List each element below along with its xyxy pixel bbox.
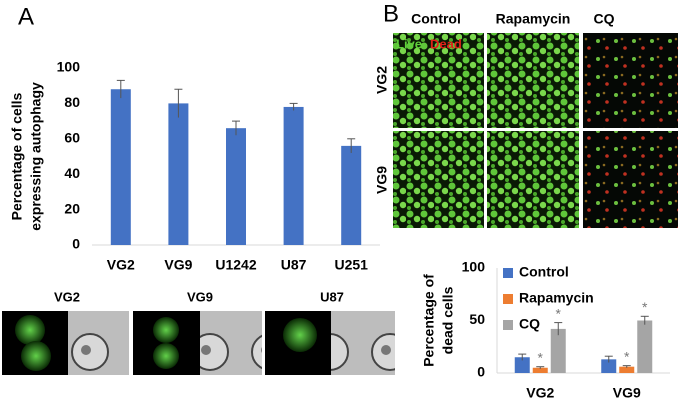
column-label: Rapamycin	[496, 11, 571, 27]
image-label: VG9	[187, 289, 213, 304]
bar	[226, 128, 246, 245]
a-micrographs: VG2 VG9 U87	[2, 289, 395, 375]
y-tick-label: 50	[469, 311, 485, 327]
micrograph	[393, 131, 484, 228]
y-tick-label: 0	[72, 236, 80, 252]
micrograph	[487, 33, 579, 128]
x-tick-label: VG2	[526, 385, 554, 401]
bar	[550, 328, 566, 373]
annotation: *	[624, 348, 630, 364]
y-tick-label: 80	[64, 94, 80, 110]
annotation: *	[556, 305, 562, 321]
legend-label: Rapamycin	[519, 290, 594, 306]
x-tick-label: U1242	[215, 257, 256, 273]
b-micrographs: Control Rapamycin CQ VG2 VG9 Live Dead	[374, 11, 678, 228]
micrograph	[393, 33, 484, 128]
bar	[110, 89, 131, 246]
row-label: VG2	[374, 66, 390, 94]
y-tick-label: 60	[64, 130, 80, 146]
cell	[15, 315, 45, 345]
micrograph	[583, 131, 678, 228]
column-label: Control	[411, 11, 461, 27]
x-tick-label: U87	[281, 257, 307, 273]
y-tick-label: 40	[64, 165, 80, 181]
y-tick-label: 20	[64, 200, 80, 216]
stain-label: Dead	[430, 36, 462, 51]
legend-swatch	[503, 294, 513, 304]
legend-label: CQ	[519, 316, 540, 332]
panel-label: B	[383, 0, 399, 27]
x-tick-label: U251	[334, 257, 368, 273]
image-label: U87	[320, 289, 344, 304]
panel-label: A	[18, 3, 34, 30]
y-axis-label: Percentage of	[421, 274, 437, 367]
annotation: *	[642, 299, 648, 315]
x-tick-label: VG2	[107, 257, 135, 273]
y-axis-label: Percentage of cells	[9, 92, 25, 220]
row-label: VG9	[374, 166, 390, 194]
legend-label: Control	[519, 264, 569, 280]
bar	[514, 357, 530, 373]
micrograph	[583, 33, 678, 128]
y-tick-label: 100	[57, 59, 81, 75]
bar	[341, 145, 362, 245]
legend-swatch	[503, 268, 513, 278]
legend-swatch	[503, 320, 513, 330]
cell	[153, 343, 179, 369]
image-label: VG2	[54, 289, 80, 304]
y-axis-label: dead cells	[440, 286, 456, 354]
micrograph	[487, 131, 579, 228]
bar	[619, 366, 635, 373]
y-tick-label: 100	[462, 259, 486, 275]
brightfield-image	[331, 311, 395, 375]
brightfield-image	[200, 311, 262, 375]
y-axis-label: expressing autophagy	[28, 82, 44, 231]
bar	[601, 359, 617, 373]
bar	[168, 103, 189, 246]
bar	[532, 367, 548, 373]
cell	[153, 317, 179, 343]
annotation: *	[538, 349, 544, 365]
bar	[637, 320, 653, 373]
y-tick-label: 0	[477, 364, 485, 380]
x-tick-label: VG9	[164, 257, 192, 273]
brightfield-image	[68, 311, 129, 375]
column-label: CQ	[594, 11, 615, 27]
stain-label: Live	[396, 36, 422, 51]
cell	[21, 341, 51, 371]
x-tick-label: VG9	[613, 385, 641, 401]
cell	[283, 318, 317, 352]
bar	[283, 106, 304, 245]
